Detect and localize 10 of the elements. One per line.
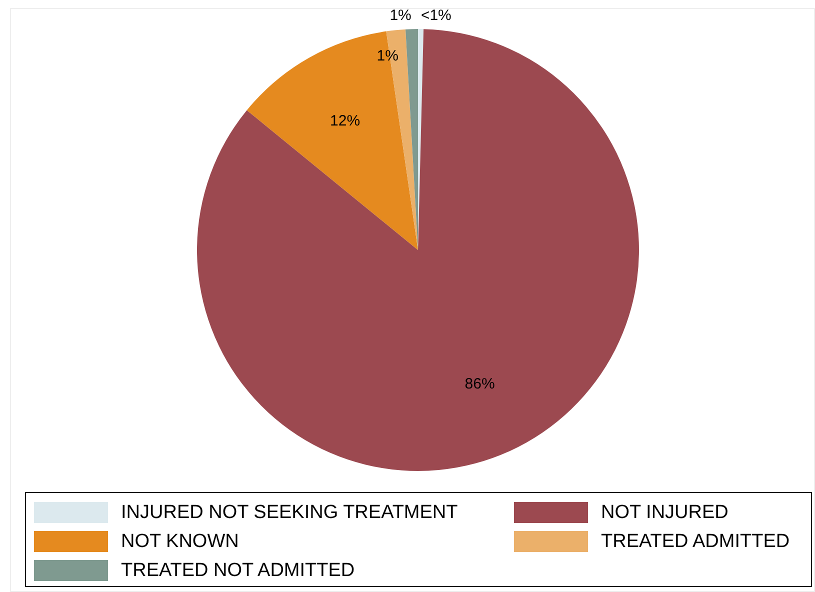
data-label: 12% (330, 112, 360, 130)
legend-label: TREATED NOT ADMITTED (121, 560, 355, 582)
legend-label: NOT KNOWN (121, 530, 239, 552)
data-label: 86% (464, 376, 495, 393)
legend-label: TREATED ADMITTED (601, 530, 790, 552)
data-label: 1% (376, 48, 398, 65)
legend-label: INJURED NOT SEEKING TREATMENT (121, 502, 458, 524)
legend-label: NOT INJURED (601, 502, 728, 524)
data-label: <1% (420, 6, 452, 24)
data-label: 1% (390, 6, 412, 24)
